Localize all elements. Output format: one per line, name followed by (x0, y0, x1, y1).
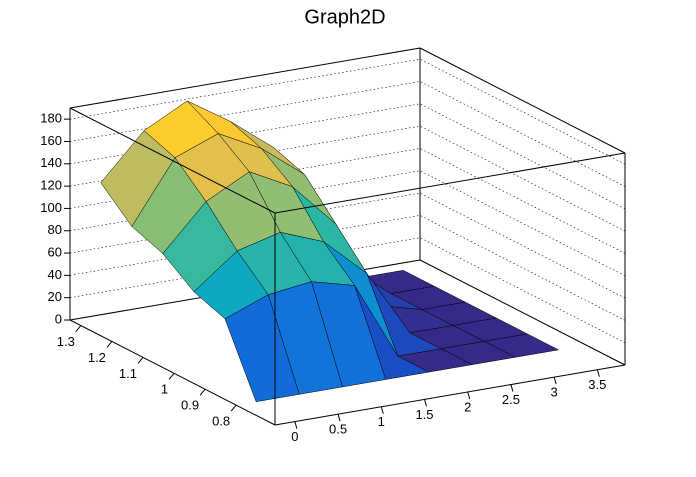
z-tick-label: 0 (55, 311, 62, 326)
x-tick (467, 391, 471, 400)
x-tick-label: 3 (551, 385, 558, 400)
x-tick-label: 0 (291, 429, 298, 444)
z-tick-label: 120 (40, 178, 62, 193)
y-tick (75, 325, 82, 332)
y-tick-label: 1.3 (57, 334, 75, 349)
y-tick-label: 0.9 (181, 398, 199, 413)
grid-line (69, 170, 626, 277)
grid-line (69, 81, 626, 187)
z-tick-label: 80 (48, 222, 62, 237)
y-tick (137, 357, 144, 364)
box-edge (419, 47, 626, 154)
x-tick-label: 1.5 (415, 407, 433, 422)
grid-line (69, 215, 626, 321)
grid-line (69, 103, 626, 210)
x-tick-label: 1 (378, 414, 385, 429)
x-tick (553, 377, 557, 385)
x-tick-label: 2.5 (502, 392, 520, 407)
box-edge (69, 107, 276, 214)
y-tick-label: 1.2 (88, 350, 106, 365)
chart-title: Graph2D (304, 6, 385, 28)
y-tick (106, 341, 113, 348)
grid-line (69, 125, 626, 232)
z-tick-label: 100 (40, 200, 62, 215)
z-tick-label: 20 (48, 289, 62, 304)
grid-line (69, 148, 626, 254)
y-tick-label: 0.8 (212, 414, 230, 429)
surface-cell (224, 294, 300, 402)
box-edge (419, 259, 626, 366)
z-tick-label: 160 (40, 133, 62, 148)
grid-line (69, 192, 626, 299)
box-edge (274, 152, 626, 214)
z-tick-label: 60 (48, 244, 62, 259)
x-tick-label: 3.5 (588, 377, 606, 392)
x-tick (596, 369, 600, 377)
box-edge (69, 47, 421, 109)
x-tick (510, 384, 514, 392)
y-tick (199, 388, 206, 396)
x-tick-label: 2 (464, 399, 471, 414)
z-tick-label: 140 (40, 155, 62, 170)
y-tick-label: 1.1 (119, 366, 137, 381)
x-tick (380, 406, 384, 414)
z-tick-label: 40 (48, 267, 62, 282)
y-tick (230, 404, 237, 412)
x-tick (294, 421, 298, 429)
grid-line (69, 58, 626, 165)
x-tick (424, 399, 427, 407)
x-axis (274, 364, 626, 426)
grid-line (69, 237, 626, 343)
y-tick-label: 1 (161, 382, 168, 397)
x-tick-label: 0.5 (329, 422, 347, 437)
z-tick-label: 180 (40, 111, 62, 126)
y-tick (168, 372, 175, 380)
x-tick (337, 414, 341, 422)
y-axis (69, 319, 276, 426)
